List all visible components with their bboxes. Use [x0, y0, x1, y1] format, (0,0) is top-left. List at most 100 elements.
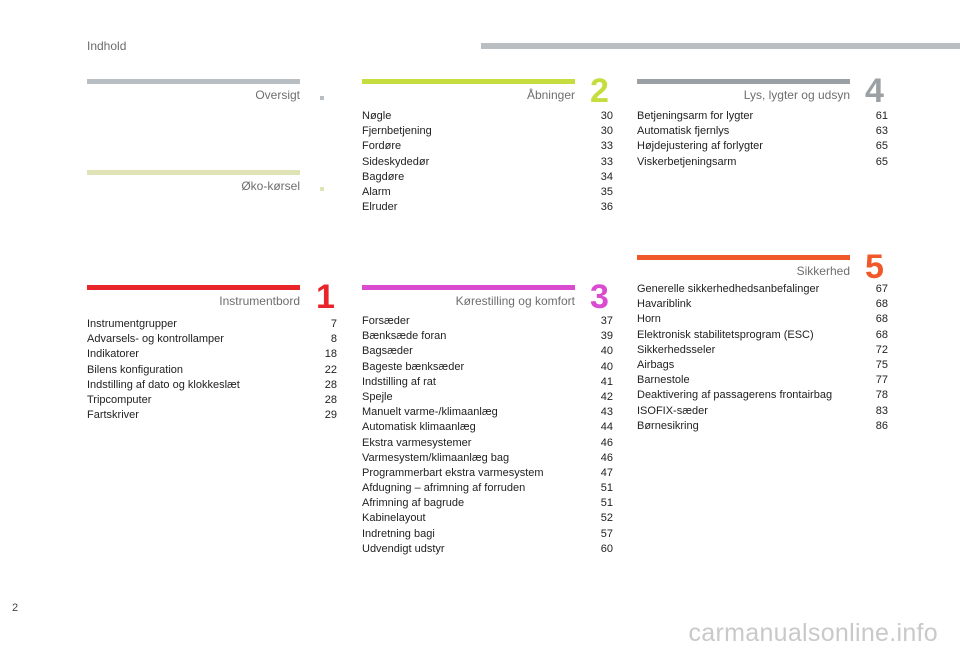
toc-entry[interactable]: Nøgle 30	[362, 109, 613, 124]
toc-entry-label: Bænksæde foran	[362, 330, 447, 343]
toc-entry[interactable]: Automatisk klimaanlæg 44	[362, 420, 613, 435]
toc-entry[interactable]: Bilens konfiguration 22	[87, 363, 337, 378]
section-number-sikkerhed: 5	[865, 248, 884, 286]
toc-entry[interactable]: Programmerbart ekstra varmesystem 47	[362, 466, 613, 481]
toc-entry-page: 18	[324, 348, 337, 361]
toc-entry[interactable]: Fartskriver 29	[87, 408, 337, 423]
toc-entry-label: Udvendigt udstyr	[362, 542, 445, 555]
section-number-abninger: 2	[590, 72, 609, 110]
toc-entry-page: 47	[600, 466, 613, 479]
section-title-oko[interactable]: Øko-kørsel	[241, 179, 300, 193]
toc-entry[interactable]: Generelle sikkerhedhedsanbefalinger 67	[637, 282, 888, 297]
toc-entry-label: Indretning bagi	[362, 527, 435, 540]
toc-entry[interactable]: Afdugning – afrimning af forruden 51	[362, 481, 613, 496]
toc-entry[interactable]: Kabinelayout 52	[362, 511, 613, 526]
toc-entry[interactable]: Barnestole 77	[637, 373, 888, 388]
toc-entry-page: 40	[600, 360, 613, 373]
toc-entry-page: 68	[875, 298, 888, 311]
toc-entry[interactable]: Tripcomputer 28	[87, 393, 337, 408]
toc-entry[interactable]: Højdejustering af forlygter 65	[637, 139, 888, 154]
section-bar	[362, 79, 575, 84]
toc-entry-page: 51	[600, 482, 613, 495]
toc-entry-page: 22	[324, 363, 337, 376]
toc-entry-page: 30	[600, 110, 613, 122]
toc-entry[interactable]: Bænksæde foran 39	[362, 329, 613, 344]
toc-entry[interactable]: Horn 68	[637, 312, 888, 327]
toc-entry-page: 33	[600, 155, 613, 168]
toc-entry-label: Deaktivering af passagerens frontairbag	[637, 389, 833, 402]
toc-entry-label: Højdejustering af forlygter	[637, 140, 763, 153]
toc-entry-label: Sideskydedør	[362, 155, 430, 168]
toc-entry-page: 40	[600, 345, 613, 358]
toc-entry[interactable]: Havariblink 68	[637, 297, 888, 312]
toc-entry-label: Forsæder	[362, 315, 410, 327]
toc-entry-label: Bageste bænksæder	[362, 360, 465, 373]
toc-entry[interactable]: Viskerbetjeningsarm 65	[637, 155, 888, 170]
toc-entry[interactable]: Bageste bænksæder 40	[362, 360, 613, 375]
toc-entry[interactable]: Fordøre 33	[362, 139, 613, 154]
toc-entry[interactable]: Ekstra varmesystemer 46	[362, 436, 613, 451]
toc-entry-page: 68	[875, 328, 888, 341]
toc-entry-page: 35	[600, 185, 613, 198]
section-number-instrument: 1	[316, 278, 335, 316]
toc-entry[interactable]: Børnesikring 86	[637, 419, 888, 434]
toc-entry-page: 7	[330, 318, 337, 330]
watermark: carmanualsonline.info	[688, 619, 938, 647]
toc-entry-page: 67	[875, 283, 888, 295]
section-title-instrument[interactable]: Instrumentbord	[219, 294, 300, 308]
toc-entry[interactable]: ISOFIX-sæder 83	[637, 404, 888, 419]
toc-entry[interactable]: Sikkerhedsseler 72	[637, 343, 888, 358]
toc-entry-label: Alarm	[362, 185, 391, 198]
section-title-korestilling[interactable]: Kørestilling og komfort	[455, 294, 575, 308]
section-title-sikkerhed[interactable]: Sikkerhed	[796, 264, 850, 278]
toc-entry[interactable]: Udvendigt udstyr 60	[362, 542, 613, 557]
toc-entry-label: Instrumentgrupper	[87, 318, 177, 330]
toc-entry[interactable]: Elruder 36	[362, 200, 613, 215]
toc-entry[interactable]: Airbags 75	[637, 358, 888, 373]
toc-entry-label: Havariblink	[637, 298, 692, 311]
toc-entry-label: Viskerbetjeningsarm	[637, 155, 737, 168]
toc-entry[interactable]: Betjeningsarm for lygter 61	[637, 109, 888, 124]
toc-entry[interactable]: Deaktivering af passagerens frontairbag 7…	[637, 388, 888, 403]
toc-entry[interactable]: Indikatorer 18	[87, 347, 337, 362]
toc-entry-label: Generelle sikkerhedhedsanbefalinger	[637, 283, 820, 295]
toc-entry[interactable]: Bagdøre 34	[362, 170, 613, 185]
toc-entry-label: Programmerbart ekstra varmesystem	[362, 466, 544, 479]
toc-entry-page: 34	[600, 170, 613, 183]
toc-entry[interactable]: Instrumentgrupper 7	[87, 317, 337, 332]
toc-entry-label: Bagdøre	[362, 170, 405, 183]
toc-entry-page: 78	[875, 389, 888, 402]
toc-entry-page: 60	[600, 542, 613, 555]
toc-entry[interactable]: Spejle 42	[362, 390, 613, 405]
toc-entry[interactable]: Automatisk fjernlys 63	[637, 124, 888, 139]
toc-entry-page: 36	[600, 201, 613, 214]
toc-entry[interactable]: Varmesystem/klimaanlæg bag 46	[362, 451, 613, 466]
toc-entry-label: Advarsels- og kontrollamper	[87, 333, 224, 346]
toc-entry[interactable]: Indstilling af rat 41	[362, 375, 613, 390]
toc-list-korestilling: Forsæder 37 Bænksæde foran 39 Bagsæder 40 Bage…	[362, 314, 613, 557]
section-title-abninger[interactable]: Åbninger	[526, 88, 575, 102]
toc-entry[interactable]: Sideskydedør 33	[362, 155, 613, 170]
toc-entry[interactable]: Indretning bagi 57	[362, 527, 613, 542]
toc-entry-page: 44	[600, 421, 613, 434]
toc-entry-page: 51	[600, 497, 613, 510]
toc-entry[interactable]: Advarsels- og kontrollamper 8	[87, 332, 337, 347]
toc-entry[interactable]: Fjernbetjening 30	[362, 124, 613, 139]
toc-entry-label: Indstilling af rat	[362, 375, 436, 388]
toc-entry[interactable]: Forsæder 37	[362, 314, 613, 329]
toc-entry[interactable]: Elektronisk stabilitetsprogram (ESC) 68	[637, 328, 888, 343]
toc-entry[interactable]: Alarm 35	[362, 185, 613, 200]
toc-entry-label: Manuelt varme-/klimaanlæg	[362, 406, 498, 419]
toc-entry-label: Bagsæder	[362, 345, 413, 358]
toc-entry-label: Afrimning af bagrude	[362, 497, 465, 510]
toc-entry[interactable]: Bagsæder 40	[362, 344, 613, 359]
section-title-oversigt[interactable]: Oversigt	[255, 88, 300, 102]
section-title-lys[interactable]: Lys, lygter og udsyn	[743, 88, 850, 102]
toc-entry[interactable]: Indstilling af dato og klokkeslæt 28	[87, 378, 337, 393]
toc-entry[interactable]: Manuelt varme-/klimaanlæg 43	[362, 405, 613, 420]
toc-entry-page: 52	[600, 512, 613, 525]
section-number-lys: 4	[865, 72, 884, 110]
toc-entry-page: 72	[875, 343, 888, 356]
toc-list-sikkerhed: Generelle sikkerhedhedsanbefalinger 67 Hav…	[637, 282, 888, 434]
toc-entry[interactable]: Afrimning af bagrude 51	[362, 496, 613, 511]
